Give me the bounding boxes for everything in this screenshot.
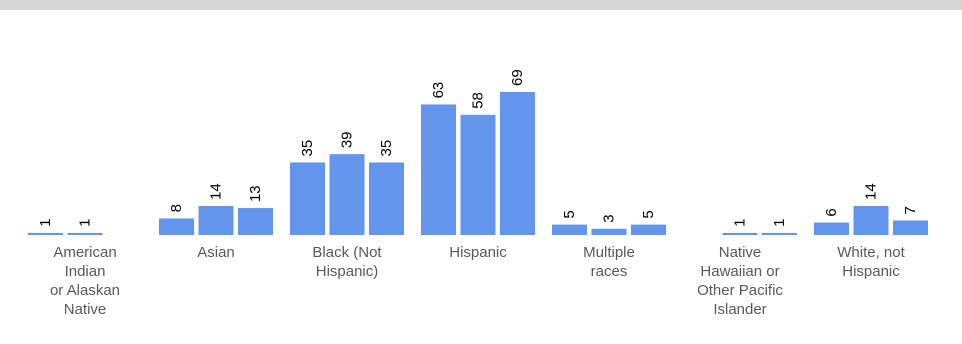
data-label: 69 xyxy=(509,69,526,86)
bar xyxy=(591,228,627,235)
data-label: 5 xyxy=(640,210,657,218)
bar xyxy=(893,220,928,235)
bar xyxy=(28,232,63,235)
category-label: Multiple xyxy=(583,244,635,261)
category-label: Native xyxy=(719,244,762,261)
bar xyxy=(762,232,797,235)
bar xyxy=(460,114,496,235)
category-label: White, not xyxy=(837,244,905,261)
data-label: 63 xyxy=(430,82,447,99)
data-label: 7 xyxy=(902,206,919,214)
category-label: or Alaskan xyxy=(50,282,120,299)
bar xyxy=(369,162,404,235)
bar xyxy=(500,92,535,235)
data-label: 13 xyxy=(247,185,264,202)
category-label: Indian xyxy=(65,263,106,280)
data-label: 1 xyxy=(732,219,749,227)
data-label: 35 xyxy=(299,140,316,157)
category-label: Hispanic xyxy=(449,244,507,261)
data-label: 39 xyxy=(339,131,356,148)
data-label: 8 xyxy=(168,204,185,212)
data-label: 14 xyxy=(208,183,225,200)
bar xyxy=(329,154,365,235)
header-band xyxy=(0,0,962,10)
bar xyxy=(290,162,325,235)
category-label: Asian xyxy=(197,244,235,261)
bar xyxy=(814,222,849,235)
data-label: 1 xyxy=(77,219,94,227)
category-label: Islander xyxy=(713,301,766,318)
bar xyxy=(421,104,456,235)
bar xyxy=(238,208,273,235)
category-label: Native xyxy=(64,301,107,318)
bar xyxy=(552,224,587,235)
bar xyxy=(198,205,234,235)
bar xyxy=(67,232,103,235)
category-label: American xyxy=(53,244,116,261)
data-label: 35 xyxy=(378,140,395,157)
category-label: Other Pacific xyxy=(697,282,783,299)
data-label: 1 xyxy=(37,219,54,227)
data-label: 3 xyxy=(601,214,618,222)
bar xyxy=(722,232,758,235)
bar xyxy=(853,205,889,235)
category-label: Hawaiian or xyxy=(700,263,779,280)
category-label: Black (Not xyxy=(312,244,382,261)
data-label: 6 xyxy=(823,208,840,216)
bar xyxy=(631,224,666,235)
data-label: 58 xyxy=(470,92,487,109)
bar xyxy=(159,218,194,235)
data-label: 14 xyxy=(863,183,880,200)
category-label: Hispanic xyxy=(842,263,900,280)
data-label: 5 xyxy=(561,210,578,218)
category-label: Hispanic) xyxy=(316,263,379,280)
data-label: 1 xyxy=(771,219,788,227)
category-label: races xyxy=(591,263,628,280)
